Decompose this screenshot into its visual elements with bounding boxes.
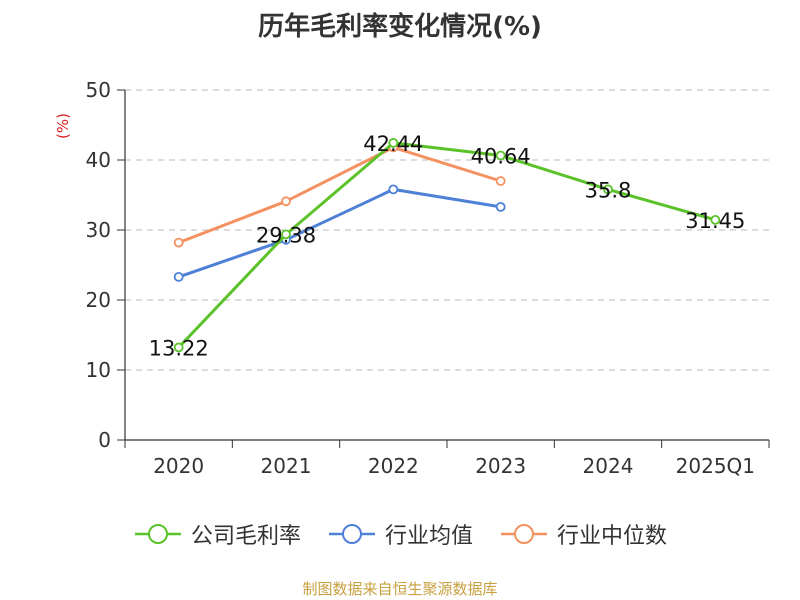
data-point [281, 229, 291, 240]
legend-item: 行业中位数 [499, 518, 667, 550]
data-point [388, 184, 399, 195]
y-tick-label: 10 [86, 358, 111, 382]
y-tick-label: 20 [86, 288, 111, 312]
data-label: 31.45 [685, 209, 745, 233]
legend: 公司毛利率 行业均值 行业中位数 [0, 518, 800, 550]
series-line-0 [177, 141, 716, 349]
legend-symbol [501, 524, 547, 544]
x-tick-label: 2023 [475, 454, 526, 478]
y-tick-label: 50 [86, 78, 111, 102]
y-tick-label: 30 [86, 218, 111, 242]
data-label: 40.64 [471, 145, 531, 169]
data-point [173, 342, 184, 353]
legend-symbol [328, 524, 375, 544]
legend-symbol [134, 524, 181, 544]
y-tick-label: 40 [86, 148, 111, 172]
legend-label: 行业中位数 [557, 524, 668, 549]
data-label: 13.22 [149, 336, 209, 360]
data-point [603, 184, 613, 195]
series-line-1 [178, 187, 501, 279]
data-point [710, 214, 721, 225]
x-tick-label: 2022 [368, 454, 419, 478]
data-label: 29.38 [256, 223, 316, 247]
y-tick-label: 0 [98, 428, 111, 452]
data-point [495, 201, 506, 212]
source-note: 制图数据来自恒生聚源数据库 [302, 580, 498, 598]
data-point [173, 237, 184, 248]
data-point [281, 196, 291, 207]
legend-item: 行业均值 [327, 518, 473, 550]
chart-title: 历年毛利率变化情况(%) [258, 12, 542, 42]
data-point [495, 176, 506, 186]
x-tick-label: 2025Q1 [676, 454, 755, 478]
data-point [388, 138, 399, 148]
data-point [495, 150, 506, 161]
data-label: 42.44 [363, 132, 423, 156]
legend-label: 行业均值 [384, 524, 473, 549]
x-tick-label: 2020 [153, 454, 204, 478]
y-axis-label: (%) [54, 113, 72, 139]
legend-label: 公司毛利率 [190, 524, 301, 549]
legend-item: 公司毛利率 [133, 518, 301, 550]
data-label: 35.8 [585, 178, 632, 202]
x-tick-label: 2024 [583, 454, 634, 478]
series-line-2 [178, 145, 502, 244]
x-tick-label: 2021 [261, 454, 312, 478]
data-point [173, 271, 184, 282]
